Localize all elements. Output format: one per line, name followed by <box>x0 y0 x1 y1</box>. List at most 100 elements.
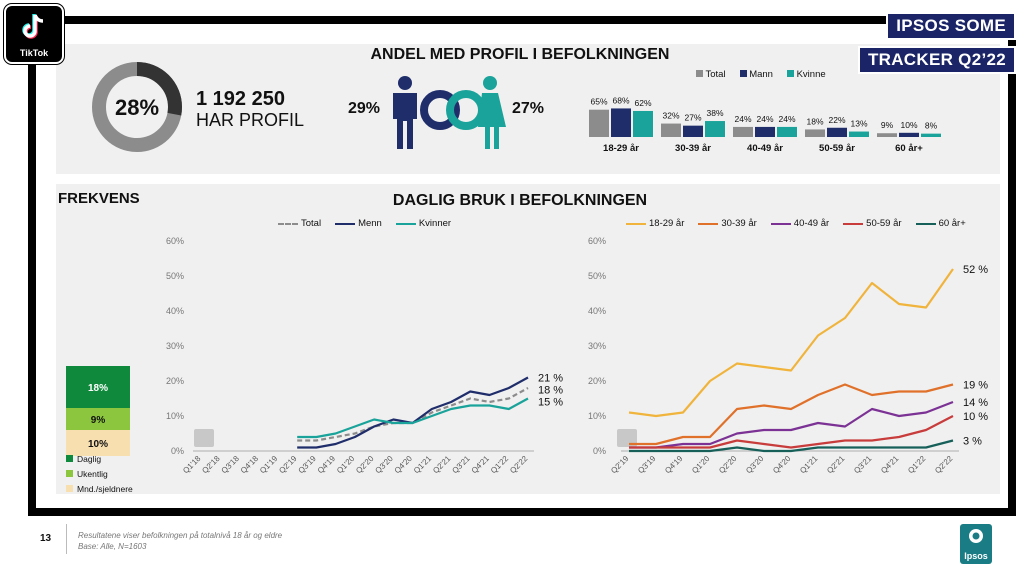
gender-line-series-2 <box>297 397 529 439</box>
freq-legend-swatch-2 <box>66 485 73 492</box>
bar-legend-item-1: Mann <box>739 69 773 80</box>
tiktok-note-icon <box>22 14 44 39</box>
bar-legend: Total Mann Kvinne <box>696 69 836 80</box>
gender-line-xtick-12: Q1'21 <box>412 454 434 476</box>
bar-label-mann-4: 10% <box>900 120 917 130</box>
gender-line-xtick-2: Q3'18 <box>220 454 242 476</box>
ipsos-mark-icon <box>969 529 983 543</box>
gender-line-ytick-4: 40% <box>166 306 184 316</box>
bar-total-2 <box>733 126 753 137</box>
age-line-placeholder-marker <box>617 429 637 447</box>
freq-segment-0 <box>66 366 130 408</box>
badge-line1: IPSOS SOME <box>886 12 1016 40</box>
bar-label-mann-2: 24% <box>756 114 773 124</box>
gender-line-xtick-6: Q3'19 <box>297 454 319 476</box>
legend-swatch <box>786 70 794 77</box>
age-line-legend-label: 50-59 år <box>866 218 902 229</box>
bar-label-kvinne-3: 13% <box>850 119 867 129</box>
legend-line-swatch <box>915 222 936 225</box>
gender-line-legend-item-1: Menn <box>335 218 382 229</box>
tiktok-logo: TikTok <box>4 4 64 64</box>
bar-category-1: 30-39 år <box>675 143 711 154</box>
frequency-title: FREKVENS <box>58 190 140 207</box>
gender-line-series-0 <box>297 387 529 442</box>
age-line-xtick-4: Q2'20 <box>717 454 739 476</box>
freq-legend-label-2: Mnd./sjeldnere <box>77 484 133 494</box>
bar-label-total-1: 32% <box>662 111 679 121</box>
age-line-xtick-11: Q1'22 <box>906 454 928 476</box>
gender-line-ytick-2: 20% <box>166 376 184 386</box>
freq-label-2: 10% <box>88 439 108 450</box>
footer-note-line2: Base: Alle, N=1603 <box>78 542 147 551</box>
age-line-legend-item-2: 40-49 år <box>770 218 830 229</box>
age-line-end-label-1: 19 % <box>963 380 988 392</box>
women-pct: 27% <box>512 100 545 117</box>
age-line-series-3 <box>629 415 954 449</box>
age-line-series-0 <box>628 268 954 418</box>
man-body-icon <box>393 93 417 149</box>
man-head-icon <box>398 76 412 90</box>
age-line-series-1 <box>629 383 954 446</box>
gender-line-xtick-4: Q1'19 <box>258 454 280 476</box>
footer-note-line1: Resultatene viser befolkningen på totaln… <box>78 531 283 540</box>
gender-line-xtick-0: Q1'18 <box>181 454 203 476</box>
age-line-ytick-2: 20% <box>588 376 606 386</box>
bar-kvinne-4 <box>921 133 941 137</box>
bar-label-total-0: 65% <box>590 97 607 107</box>
age-line-xtick-3: Q1'20 <box>690 454 712 476</box>
freq-label-0: 18% <box>88 383 108 394</box>
gender-line-xtick-9: Q2'20 <box>354 454 376 476</box>
gender-line-end-label-0: 18 % <box>538 385 563 397</box>
line-legend-age: 18-29 år 30-39 år 40-49 år 50-59 år 60 år+ <box>626 218 976 229</box>
gender-line-legend-label: Kvinner <box>418 218 452 229</box>
age-line-xtick-6: Q4'20 <box>771 454 793 476</box>
gender-line-ytick-0: 0% <box>171 446 184 456</box>
bar-mann-3 <box>827 127 847 137</box>
age-line-xtick-7: Q1'21 <box>798 454 820 476</box>
gender-line-xtick-13: Q2'21 <box>431 454 453 476</box>
profile-count-label: HAR PROFIL <box>196 110 305 130</box>
bar-total-4 <box>877 133 897 137</box>
bar-label-kvinne-0: 62% <box>634 98 651 108</box>
bar-mann-1 <box>683 125 703 137</box>
legend-line-swatch <box>626 222 646 225</box>
age-line-legend-label: 18-29 år <box>649 218 685 229</box>
age-line-legend-item-1: 30-39 år <box>698 218 757 229</box>
legend-line-swatch <box>278 222 298 225</box>
age-line-xtick-0: Q2'19 <box>609 454 631 476</box>
gender-line-xtick-3: Q4'18 <box>239 454 261 476</box>
men-pct: 29% <box>348 100 381 117</box>
gender-line-placeholder-marker <box>194 429 214 447</box>
gender-line-legend-label: Menn <box>358 218 382 229</box>
gender-line-xtick-16: Q1'22 <box>489 454 511 476</box>
age-line-ytick-6: 60% <box>588 236 606 246</box>
age-line-xtick-1: Q3'19 <box>636 454 658 476</box>
bar-category-4: 60 år+ <box>895 143 923 154</box>
legend-swatch <box>739 70 747 77</box>
freq-legend-swatch-0 <box>66 455 73 462</box>
profile-title: ANDEL MED PROFIL I BEFOLKNINGEN <box>370 46 670 63</box>
age-line-legend-label: 40-49 år <box>793 218 830 229</box>
age-line-xtick-2: Q4'19 <box>663 454 685 476</box>
ipsos-label: Ipsos <box>964 551 988 561</box>
gender-line-legend-item-0: Total <box>278 218 321 229</box>
bar-kvinne-0 <box>633 110 653 137</box>
bar-legend-item-0: Total <box>696 69 726 80</box>
bar-mann-4 <box>899 132 919 137</box>
bar-legend-label: Mann <box>749 69 773 80</box>
gender-line-ytick-3: 30% <box>166 341 184 351</box>
bar-kvinne-1 <box>705 121 725 137</box>
gender-line-xtick-1: Q2'18 <box>200 454 222 476</box>
bar-label-kvinne-4: 8% <box>925 121 938 131</box>
age-line-legend-item-4: 60 år+ <box>915 218 966 229</box>
gender-line-xtick-7: Q4'19 <box>316 454 338 476</box>
freq-legend-swatch-1 <box>66 470 73 477</box>
age-line-legend-item-3: 50-59 år <box>843 218 902 229</box>
page-number: 13 <box>40 533 52 544</box>
gender-line-xtick-10: Q3'20 <box>373 454 395 476</box>
bar-kvinne-3 <box>849 131 869 137</box>
male-ring-icon <box>420 90 460 130</box>
bar-category-2: 40-49 år <box>747 143 783 154</box>
legend-line-swatch <box>335 222 356 225</box>
